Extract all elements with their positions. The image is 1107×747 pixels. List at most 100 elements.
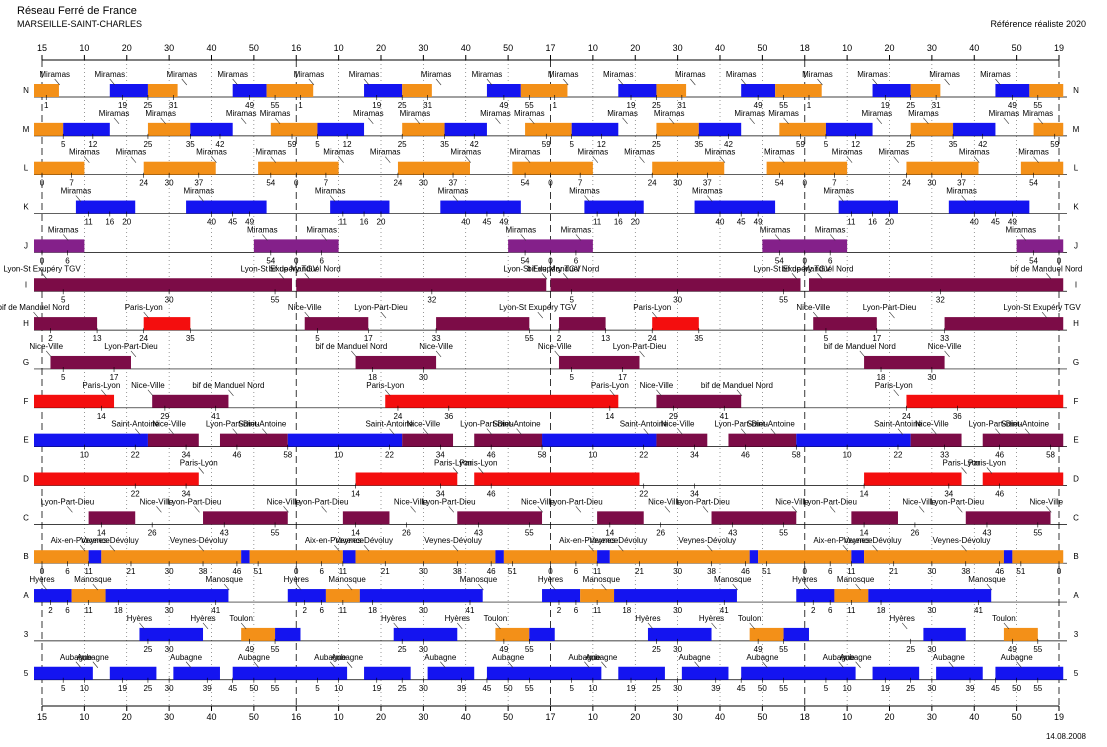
occupation-block <box>457 511 543 525</box>
time-label: 5 <box>61 140 66 149</box>
name-leader <box>622 117 628 125</box>
destination: Hyères <box>381 614 406 623</box>
name-leader <box>677 428 683 435</box>
time-label: 49 <box>1008 101 1017 110</box>
time-label: 46 <box>741 451 750 460</box>
name-leader <box>838 661 844 668</box>
time-label: 30 <box>165 295 174 304</box>
occupation-block <box>906 161 979 175</box>
name-leader <box>363 78 370 86</box>
name-leader <box>1041 311 1048 319</box>
date: 14.08.2008 <box>1046 732 1087 741</box>
name-leader <box>656 389 662 396</box>
destination: Miramas <box>734 109 765 118</box>
time-label: 31 <box>423 101 432 110</box>
time-label: 42 <box>216 140 225 149</box>
name-leader <box>198 467 205 474</box>
time-label: 24 <box>648 179 657 188</box>
occupation-block <box>34 394 115 408</box>
time-label: 51 <box>254 567 263 576</box>
name-leader <box>147 389 154 396</box>
occupation-block <box>948 200 1030 214</box>
time-label: 6 <box>828 606 833 615</box>
name-leader <box>961 195 967 202</box>
time-label: 55 <box>779 101 788 110</box>
time-label: 41 <box>720 606 729 615</box>
name-leader <box>944 78 950 86</box>
time-label: 40 <box>461 218 470 227</box>
occupation-block <box>910 433 962 447</box>
track-label: C <box>1073 513 1079 522</box>
destination: Miramas <box>167 70 198 79</box>
destination: bif de Manduel Nord <box>527 264 599 273</box>
name-leader <box>995 428 1001 435</box>
track-label: 5 <box>1074 669 1079 678</box>
name-leader <box>62 234 69 241</box>
track-label: L <box>1074 164 1079 173</box>
occupation-block <box>436 317 530 331</box>
time-label: 58 <box>283 451 292 460</box>
destination: Miramas <box>815 225 846 234</box>
name-leader <box>550 583 556 591</box>
time-label: 1 <box>298 101 303 110</box>
time-label: 49 <box>499 218 508 227</box>
time-label: 54 <box>1029 256 1038 265</box>
destination: Miramas <box>69 148 100 157</box>
destination: Hyères <box>127 614 152 623</box>
time-label: 5 <box>824 684 829 693</box>
time-label: 55 <box>525 334 534 343</box>
occupation-block <box>758 550 852 564</box>
destination: Lyon-Part-Dieu <box>422 497 476 506</box>
occupation-block <box>711 511 797 525</box>
destination: Miramas <box>561 225 592 234</box>
time-tick-label: 40 <box>206 712 216 722</box>
time-label: 58 <box>792 451 801 460</box>
occupation-block <box>910 122 954 136</box>
time-tick-label: 40 <box>969 43 979 53</box>
time-label: 5 <box>824 334 829 343</box>
occupation-block <box>495 550 504 564</box>
time-label: 11 <box>84 567 93 576</box>
time-label: 12 <box>597 140 606 149</box>
name-leader <box>465 156 471 163</box>
time-label: 41 <box>720 412 729 421</box>
occupation-block <box>186 200 267 214</box>
time-label: 34 <box>182 490 191 499</box>
name-leader <box>584 661 590 668</box>
time-label: 24 <box>139 334 148 343</box>
time-label: 33 <box>940 334 949 343</box>
time-label: 25 <box>906 684 915 693</box>
time-label: 55 <box>271 528 280 537</box>
time-label: 31 <box>169 101 178 110</box>
destination: Miramas <box>226 109 257 118</box>
name-leader <box>609 389 616 396</box>
time-label: 37 <box>957 179 966 188</box>
destination: Miramas <box>878 148 909 157</box>
occupation-block <box>995 84 1030 97</box>
time-label: 1 <box>553 101 558 110</box>
occupation-block <box>783 627 809 641</box>
time-label: 2 <box>557 334 562 343</box>
name-leader <box>385 389 391 396</box>
name-leader <box>113 117 120 125</box>
occupation-block <box>550 278 801 292</box>
occupation-block <box>936 666 983 680</box>
time-label: 42 <box>470 140 479 149</box>
name-leader <box>770 428 777 435</box>
time-label: 55 <box>525 684 534 693</box>
occupation-block <box>953 122 996 136</box>
destination: bif de Manduel Nord <box>0 303 70 312</box>
occupation-block <box>241 550 250 564</box>
time-label: 18 <box>368 606 377 615</box>
time-label: 0 <box>1057 256 1062 265</box>
track-label: D <box>23 475 29 484</box>
occupation-block <box>965 511 1051 525</box>
occupation-block <box>355 550 496 564</box>
name-leader <box>774 234 781 241</box>
name-leader <box>198 195 205 202</box>
name-leader <box>893 156 899 163</box>
destination: Nice-Ville <box>288 303 322 312</box>
occupation-block <box>287 589 326 603</box>
time-tick-label: 50 <box>503 43 513 53</box>
